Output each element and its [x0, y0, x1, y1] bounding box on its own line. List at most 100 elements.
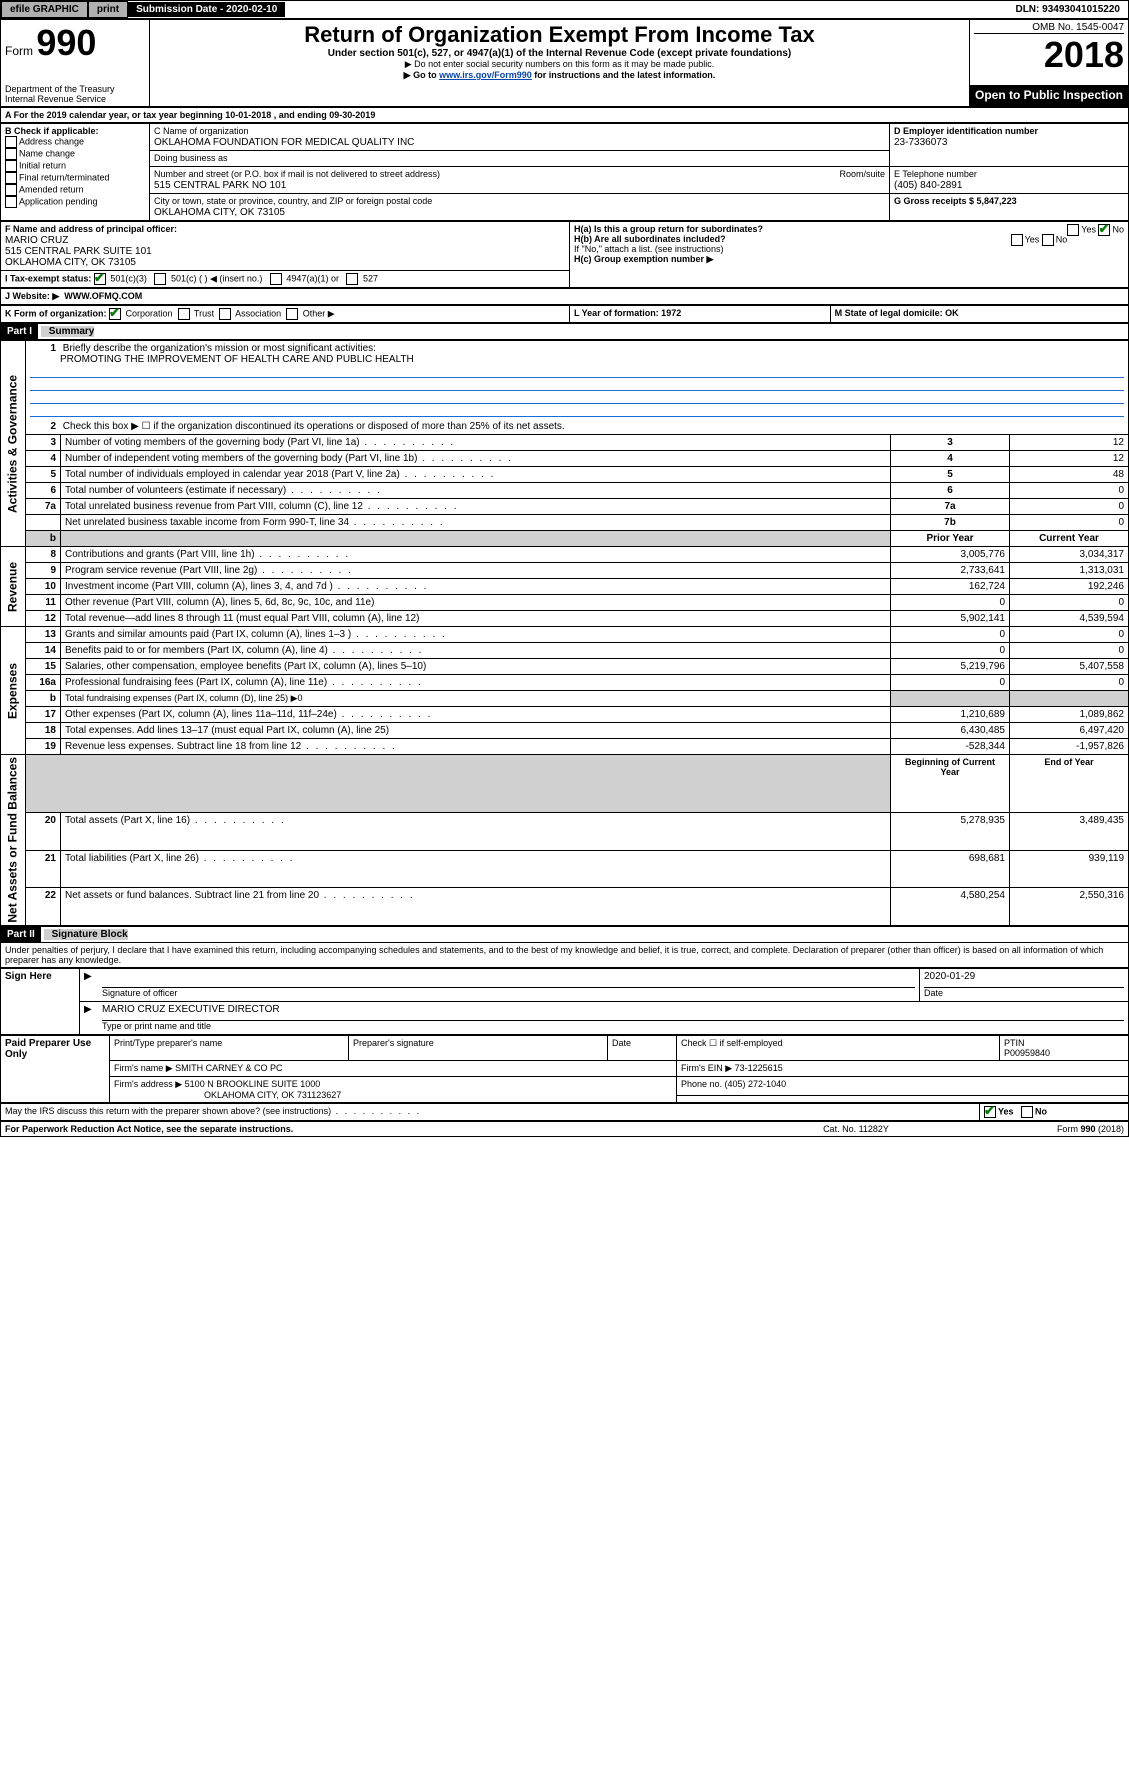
paid-label: Paid Preparer Use Only — [1, 1035, 110, 1102]
firm-name: SMITH CARNEY & CO PC — [175, 1063, 282, 1073]
pt-date-lbl: Date — [608, 1035, 677, 1060]
discuss-yes[interactable] — [984, 1106, 996, 1118]
row-15: 15Salaries, other compensation, employee… — [1, 659, 1129, 675]
i-501c3[interactable] — [94, 273, 106, 285]
chk-app[interactable] — [5, 196, 17, 208]
chk-final[interactable] — [5, 172, 17, 184]
website: WWW.OFMQ.COM — [64, 291, 142, 301]
row-9: 9Program service revenue (Part VIII, lin… — [1, 563, 1129, 579]
firm-addr2: OKLAHOMA CITY, OK 731123627 — [114, 1090, 341, 1100]
org-name: OKLAHOMA FOUNDATION FOR MEDICAL QUALITY … — [154, 137, 414, 148]
j-label: J Website: ▶ — [5, 291, 59, 301]
row-3: 3Number of voting members of the governi… — [1, 435, 1129, 451]
hb-note: If "No," attach a list. (see instruction… — [574, 244, 723, 254]
open-public: Open to Public Inspection — [970, 85, 1129, 106]
k-other[interactable] — [286, 308, 298, 320]
part1-title: Summary — [41, 326, 95, 337]
officer-name: MARIO CRUZ — [5, 235, 68, 246]
hb-label: H(b) Are all subordinates included? — [574, 234, 726, 244]
form-footer: Form 990 (2018) — [960, 1121, 1129, 1136]
q1: Briefly describe the organization's miss… — [63, 343, 376, 354]
hdr-prior: Prior Year — [891, 531, 1010, 547]
phone-lbl: Phone no. (405) 272-1040 — [677, 1076, 1129, 1096]
print-btn[interactable]: print — [88, 1, 128, 18]
i-label: I Tax-exempt status: — [5, 273, 91, 283]
phone: (405) 840-2891 — [894, 180, 962, 191]
firm-addr1: 5100 N BROOKLINE SUITE 1000 — [185, 1079, 321, 1089]
row-20: 20Total assets (Part X, line 16)5,278,93… — [1, 813, 1129, 850]
k-assoc[interactable] — [219, 308, 231, 320]
hb-yes[interactable] — [1011, 234, 1023, 246]
cat: Cat. No. 11282Y — [752, 1121, 960, 1136]
row-21: 21Total liabilities (Part X, line 26)698… — [1, 850, 1129, 887]
declaration: Under penalties of perjury, I declare th… — [1, 942, 1129, 967]
chk-namechg[interactable] — [5, 148, 17, 160]
dept-treasury: Department of the Treasury Internal Reve… — [5, 84, 145, 104]
d-label: D Employer identification number — [894, 126, 1038, 136]
row-6: 6Total number of volunteers (estimate if… — [1, 483, 1129, 499]
top-bar: efile GRAPHIC print Submission Date - 20… — [0, 0, 1129, 19]
pt-sig-lbl: Preparer's signature — [349, 1035, 608, 1060]
m-state: M State of legal domicile: OK — [830, 306, 1128, 323]
pt-name-lbl: Print/Type preparer's name — [110, 1035, 349, 1060]
ptin-lbl: PTIN — [1004, 1038, 1025, 1048]
hdr-beg: Beginning of Current Year — [891, 755, 1010, 813]
dln: DLN: 93493041015220 — [1007, 2, 1128, 17]
row-12: 12Total revenue—add lines 8 through 11 (… — [1, 611, 1129, 627]
i-4947[interactable] — [270, 273, 282, 285]
row-19: 19Revenue less expenses. Subtract line 1… — [1, 739, 1129, 755]
row-10: 10Investment income (Part VIII, column (… — [1, 579, 1129, 595]
ha-no[interactable] — [1098, 224, 1110, 236]
hc-label: H(c) Group exemption number ▶ — [574, 254, 713, 264]
irs-link[interactable]: www.irs.gov/Form990 — [439, 70, 532, 80]
k-corp[interactable] — [109, 308, 121, 320]
ein: 23-7336073 — [894, 137, 947, 148]
street: 515 CENTRAL PARK NO 101 — [154, 180, 286, 191]
k-trust[interactable] — [178, 308, 190, 320]
sig-date: 2020-01-29 — [924, 971, 1124, 988]
ptin: P00959840 — [1004, 1048, 1050, 1058]
firm-name-lbl: Firm's name ▶ — [114, 1063, 173, 1073]
room-label: Room/suite — [839, 169, 885, 179]
street-label: Number and street (or P.O. box if mail i… — [154, 169, 440, 179]
g-gross: G Gross receipts $ 5,847,223 — [890, 194, 1129, 221]
form-number: Form 990 — [5, 22, 145, 64]
row-17: 17Other expenses (Part IX, column (A), l… — [1, 707, 1129, 723]
paid-preparer-block: Paid Preparer Use Only Print/Type prepar… — [0, 1035, 1129, 1103]
officer-lbl: Type or print name and title — [102, 1021, 211, 1031]
ha-yes[interactable] — [1067, 224, 1079, 236]
discuss-no[interactable] — [1021, 1106, 1033, 1118]
i-527[interactable] — [346, 273, 358, 285]
chk-amended[interactable] — [5, 184, 17, 196]
vlabel-net: Net Assets or Fund Balances — [1, 755, 26, 926]
i-501c[interactable] — [154, 273, 166, 285]
part2-label: Part II — [1, 927, 41, 942]
k-label: K Form of organization: — [5, 308, 107, 318]
city: OKLAHOMA CITY, OK 73105 — [154, 207, 285, 218]
hdr-end: End of Year — [1010, 755, 1129, 813]
form-subtitle: Under section 501(c), 527, or 4947(a)(1)… — [154, 48, 965, 59]
header-table: Form 990 Department of the Treasury Inte… — [0, 19, 1129, 107]
note-goto: ▶ Go to www.irs.gov/Form990 for instruct… — [154, 70, 965, 81]
row-18: 18Total expenses. Add lines 13–17 (must … — [1, 723, 1129, 739]
period-line: A For the 2019 calendar year, or tax yea… — [1, 108, 1129, 123]
chk-address[interactable] — [5, 136, 17, 148]
row-4: 4Number of independent voting members of… — [1, 451, 1129, 467]
chk-initial[interactable] — [5, 160, 17, 172]
form-title: Return of Organization Exempt From Incom… — [154, 22, 965, 48]
efile-btn[interactable]: efile GRAPHIC — [1, 1, 88, 18]
hb-no[interactable] — [1042, 234, 1054, 246]
city-label: City or town, state or province, country… — [154, 196, 432, 206]
officer-addr2: OKLAHOMA CITY, OK 73105 — [5, 257, 136, 268]
row-22: 22Net assets or fund balances. Subtract … — [1, 888, 1129, 925]
q1-val: PROMOTING THE IMPROVEMENT OF HEALTH CARE… — [30, 354, 414, 365]
ha-label: H(a) Is this a group return for subordin… — [574, 224, 763, 234]
l-year: L Year of formation: 1972 — [570, 306, 831, 323]
pra: For Paperwork Reduction Act Notice, see … — [1, 1121, 753, 1136]
sig-officer-lbl: Signature of officer — [102, 988, 177, 998]
sign-here-block: Sign Here ▶ Signature of officer 2020-01… — [0, 968, 1129, 1035]
row-7a: 7aTotal unrelated business revenue from … — [1, 499, 1129, 515]
officer-name-title: MARIO CRUZ EXECUTIVE DIRECTOR — [102, 1004, 1124, 1021]
vlabel-exp: Expenses — [1, 627, 26, 755]
row-14: 14Benefits paid to or for members (Part … — [1, 643, 1129, 659]
